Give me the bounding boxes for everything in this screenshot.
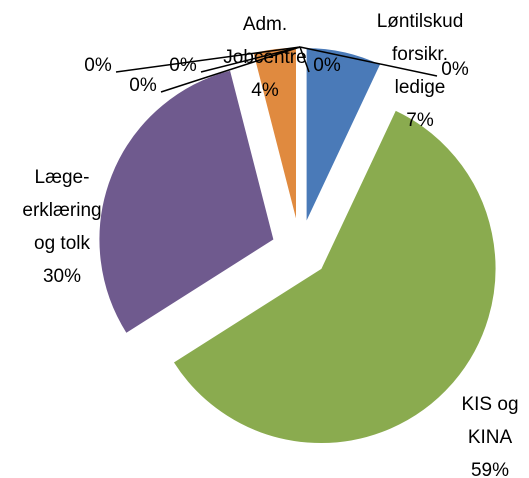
value-label: 4%: [251, 80, 279, 101]
value-label: 59%: [471, 460, 509, 478]
slice-label: KIS og KINA: [461, 394, 518, 448]
pie-slice: [98, 69, 275, 335]
value-label: 0%: [441, 59, 469, 80]
value-label: 0%: [84, 55, 112, 76]
leader-line: [299, 46, 438, 77]
value-label: 0%: [313, 55, 341, 76]
slice-label: Adm. Jobcentre: [223, 14, 306, 68]
leader-line: [115, 46, 301, 73]
value-label: 0%: [129, 75, 157, 96]
value-label: 30%: [43, 266, 81, 287]
slice-label: Løntilskud forsikr. ledige: [377, 11, 464, 98]
leader-line: [200, 46, 301, 73]
pie-slice: [172, 109, 497, 445]
leader-line: [299, 46, 310, 73]
leader-line: [160, 46, 301, 93]
slice-label: Læge-erklæring og tolk: [22, 167, 101, 254]
value-label: 0%: [169, 55, 197, 76]
value-label: 7%: [406, 110, 434, 131]
